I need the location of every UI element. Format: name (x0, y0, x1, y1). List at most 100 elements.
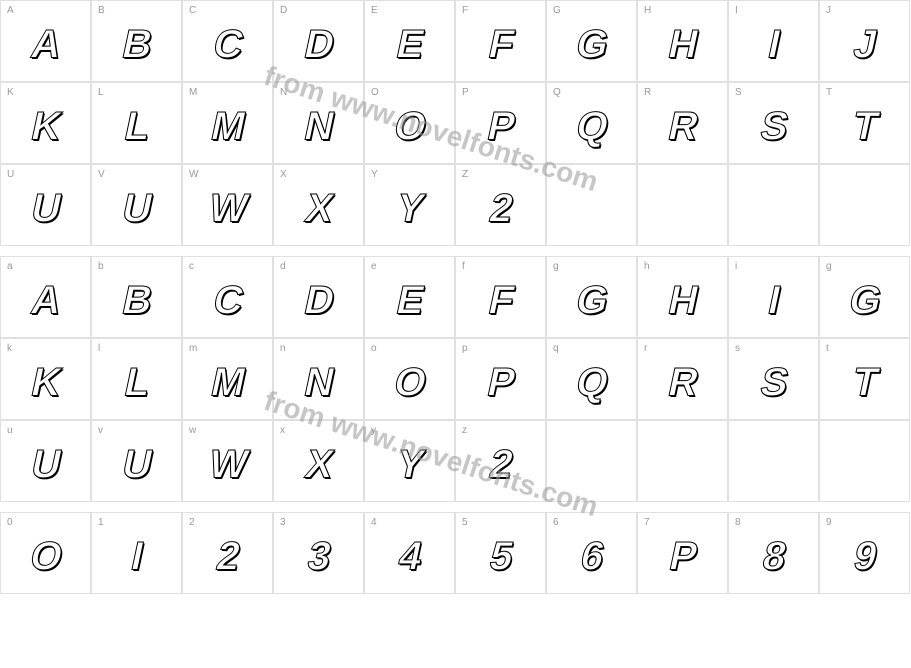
cell-label: Z (462, 169, 468, 180)
glyph: R (664, 105, 701, 150)
glyph: H (664, 279, 701, 324)
glyph: X (301, 187, 336, 232)
glyph-cell: PP (455, 82, 546, 164)
cell-label: o (371, 343, 377, 354)
glyph-cell: 1I (91, 512, 182, 594)
glyph: F (484, 279, 517, 324)
cell-label: Q (553, 87, 561, 98)
glyph-cell: wW (182, 420, 273, 502)
glyph-cell (546, 420, 637, 502)
cell-label: H (644, 5, 651, 16)
cell-label: q (553, 343, 559, 354)
glyph-cell: oO (364, 338, 455, 420)
glyph-block-1: aAbBcCdDeEfFgGhHiIgGkKlLmMnNoOpPqQrRsStT… (0, 256, 910, 502)
glyph-cell: GG (546, 0, 637, 82)
glyph-cell: dD (273, 256, 364, 338)
glyph: T (848, 361, 881, 406)
glyph: B (118, 23, 155, 68)
glyph: Q (572, 105, 612, 150)
cell-label: r (644, 343, 647, 354)
glyph-cell: JJ (819, 0, 910, 82)
glyph-cell: YY (364, 164, 455, 246)
glyph: T (848, 105, 881, 150)
glyph: U (118, 187, 155, 232)
glyph-cell: HH (637, 0, 728, 82)
cell-label: 0 (7, 517, 13, 528)
cell-label: e (371, 261, 377, 272)
glyph-cell: DD (273, 0, 364, 82)
cell-label: F (462, 5, 468, 16)
glyph-cell: tT (819, 338, 910, 420)
glyph-cell: 44 (364, 512, 455, 594)
cell-label: C (189, 5, 196, 16)
glyph: Q (572, 361, 612, 406)
cell-label: W (189, 169, 198, 180)
cell-label: 5 (462, 517, 468, 528)
glyph-cell: nN (273, 338, 364, 420)
cell-label: 1 (98, 517, 104, 528)
glyph-cell: 22 (182, 512, 273, 594)
glyph-cell: uU (0, 420, 91, 502)
cell-label: A (7, 5, 14, 16)
glyph: U (27, 443, 64, 488)
cell-label: O (371, 87, 379, 98)
cell-label: y (371, 425, 376, 436)
cell-label: J (826, 5, 831, 16)
glyph: 6 (576, 535, 607, 580)
glyph: E (392, 23, 427, 68)
glyph: U (27, 187, 64, 232)
cell-label: N (280, 87, 287, 98)
glyph-cell: KK (0, 82, 91, 164)
glyph-cell (637, 420, 728, 502)
glyph: 2 (485, 443, 516, 488)
cell-label: b (98, 261, 104, 272)
glyph-cell: EE (364, 0, 455, 82)
cell-label: v (98, 425, 103, 436)
glyph-cell: 99 (819, 512, 910, 594)
glyph-cell: NN (273, 82, 364, 164)
cell-label: x (280, 425, 285, 436)
font-character-map: AABBCCDDEEFFGGHHIIJJKKLLMMNNOOPPQQRRSSTT… (0, 0, 911, 594)
glyph: G (572, 279, 612, 324)
cell-label: I (735, 5, 738, 16)
cell-label: g (826, 261, 832, 272)
cell-label: s (735, 343, 740, 354)
cell-label: P (462, 87, 469, 98)
glyph: Y (392, 443, 427, 488)
glyph: G (572, 23, 612, 68)
glyph: O (390, 361, 430, 406)
glyph-cell: z2 (455, 420, 546, 502)
glyph-cell: 88 (728, 512, 819, 594)
glyph: 2 (212, 535, 243, 580)
glyph-cell: cC (182, 256, 273, 338)
glyph: 4 (394, 535, 425, 580)
cell-label: n (280, 343, 286, 354)
glyph-cell: XX (273, 164, 364, 246)
glyph: W (204, 443, 250, 488)
glyph-cell: VU (91, 164, 182, 246)
glyph-cell: WW (182, 164, 273, 246)
cell-label: S (735, 87, 742, 98)
cell-label: 9 (826, 517, 832, 528)
cell-label: M (189, 87, 197, 98)
glyph: N (300, 105, 337, 150)
glyph-cell: MM (182, 82, 273, 164)
glyph-cell: mM (182, 338, 273, 420)
cell-label: w (189, 425, 196, 436)
glyph: A (27, 23, 64, 68)
glyph-cell (819, 164, 910, 246)
glyph: P (483, 105, 518, 150)
cell-label: t (826, 343, 829, 354)
glyph: Y (392, 187, 427, 232)
glyph: O (390, 105, 430, 150)
glyph: S (756, 105, 791, 150)
glyph: D (300, 279, 337, 324)
glyph-cell: rR (637, 338, 728, 420)
glyph-cell: TT (819, 82, 910, 164)
glyph-cell: eE (364, 256, 455, 338)
glyph: 2 (485, 187, 516, 232)
cell-label: E (371, 5, 378, 16)
glyph-cell: RR (637, 82, 728, 164)
block-spacer (0, 246, 910, 256)
glyph-cell: UU (0, 164, 91, 246)
